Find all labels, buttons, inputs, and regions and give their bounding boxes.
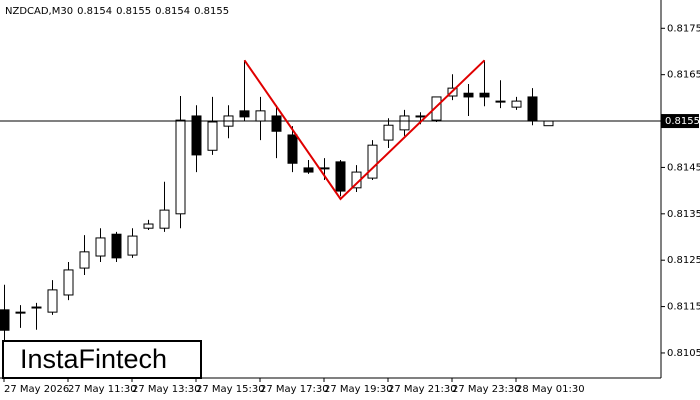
bear-body — [111, 233, 122, 259]
bear-body — [0, 309, 10, 331]
bull-body — [367, 144, 378, 179]
y-tick-label: 0.8125 — [667, 255, 700, 266]
bear-body — [479, 92, 490, 98]
header-high: 0.8155 — [116, 6, 151, 17]
x-tick-label: 27 May 2026 — [4, 384, 69, 395]
bull-body — [95, 237, 106, 257]
bear-body — [463, 92, 474, 98]
header-open: 0.8154 — [77, 6, 112, 17]
chart-header: NZDCAD,M30 0.8154 0.8155 0.8154 0.8155 — [5, 6, 229, 17]
y-tick-label: 0.8145 — [667, 162, 700, 173]
bull-body — [543, 120, 554, 127]
bull-body — [319, 167, 330, 170]
x-tick-label: 27 May 11:30 — [68, 384, 137, 395]
x-tick-label: 28 May 01:30 — [516, 384, 585, 395]
y-tick-label: 0.8105 — [667, 348, 700, 359]
bear-body — [335, 161, 346, 192]
y-tick-label: 0.8165 — [667, 70, 700, 81]
bull-body — [207, 121, 218, 151]
ohlc: 0.8154 0.8155 0.8154 0.8155 — [77, 6, 229, 17]
bull-body — [415, 115, 426, 118]
x-tick-label: 27 May 19:30 — [324, 384, 393, 395]
x-tick-label: 27 May 15:30 — [196, 384, 265, 395]
bull-body — [175, 119, 186, 215]
y-tick-label: 0.8135 — [667, 209, 700, 220]
symbol: NZDCAD,M30 — [5, 6, 73, 17]
header-close: 0.8155 — [194, 6, 229, 17]
bull-body — [383, 124, 394, 141]
bull-body — [79, 251, 90, 269]
price-label: 0.8155 — [665, 116, 700, 127]
logo: InstaFintech — [20, 344, 167, 374]
bull-body — [127, 235, 138, 256]
bear-body — [191, 115, 202, 156]
bull-body — [431, 96, 442, 121]
x-tick-label: 27 May 13:30 — [132, 384, 201, 395]
y-tick-label: 0.8115 — [667, 302, 700, 313]
x-tick-label: 27 May 17:30 — [260, 384, 329, 395]
bull-body — [495, 100, 506, 103]
bear-body — [527, 96, 538, 122]
bear-body — [287, 134, 298, 164]
bear-body — [303, 167, 314, 173]
bull-body — [63, 269, 74, 296]
bear-body — [271, 115, 282, 132]
x-tick-label: 27 May 23:30 — [452, 384, 521, 395]
logo-box — [2, 340, 202, 379]
bull-body — [511, 100, 522, 108]
bull-body — [143, 223, 154, 229]
bear-body — [239, 110, 250, 118]
bull-body — [31, 306, 42, 309]
y-tick-label: 0.8175 — [667, 23, 700, 34]
bull-body — [255, 110, 266, 122]
x-tick-label: 27 May 21:30 — [388, 384, 457, 395]
bull-body — [159, 209, 170, 229]
header-low: 0.8154 — [155, 6, 190, 17]
price-box — [661, 114, 699, 129]
bull-body — [15, 311, 26, 314]
bull-body — [399, 115, 410, 131]
pattern-line — [243, 59, 486, 201]
bull-body — [47, 289, 58, 313]
